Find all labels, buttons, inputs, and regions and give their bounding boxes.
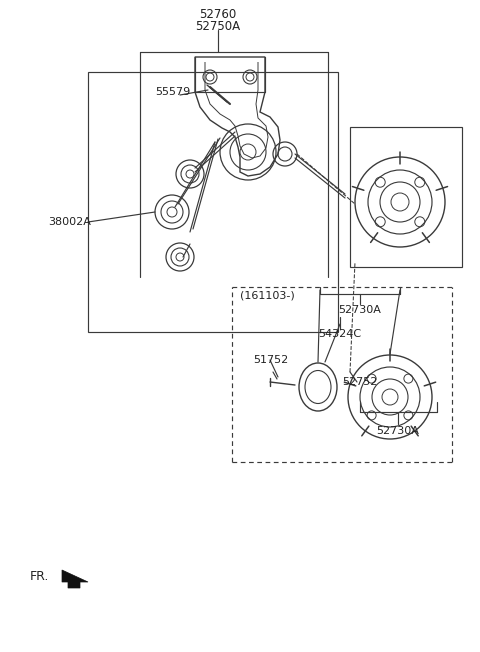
Text: 52760: 52760 <box>199 8 237 20</box>
Bar <box>350 127 462 267</box>
Text: 52730A: 52730A <box>377 426 420 436</box>
Text: FR.: FR. <box>30 570 49 584</box>
Text: 52750A: 52750A <box>195 20 240 33</box>
Text: 54324C: 54324C <box>318 329 361 339</box>
Text: 38002A: 38002A <box>48 217 91 227</box>
Text: 52752: 52752 <box>342 377 377 387</box>
Text: 55579: 55579 <box>155 87 190 97</box>
Bar <box>88 72 338 332</box>
Text: 51752: 51752 <box>253 355 288 365</box>
Text: (161103-): (161103-) <box>240 290 295 300</box>
Text: 52730A: 52730A <box>338 305 382 315</box>
Polygon shape <box>62 570 88 588</box>
